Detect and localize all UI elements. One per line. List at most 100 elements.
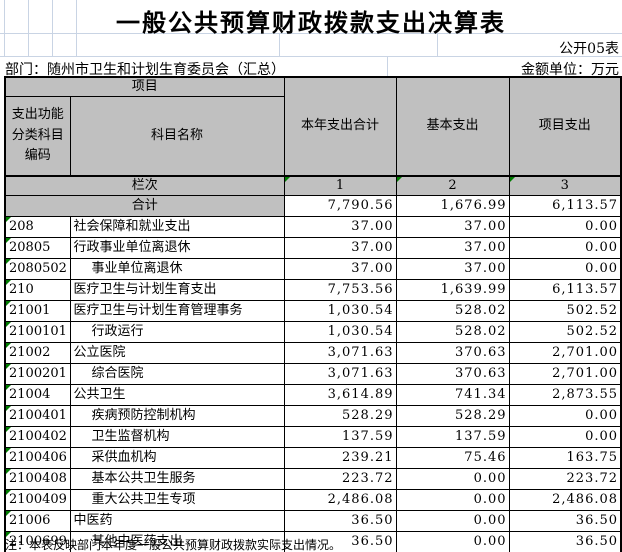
subject-code-cell[interactable]: 2100406 bbox=[4, 447, 71, 469]
project-expenditure-cell[interactable]: 0.00 bbox=[508, 216, 622, 238]
subject-name-cell[interactable]: 疾病预防控制机构 bbox=[69, 405, 285, 427]
subject-code-cell[interactable]: 21001 bbox=[4, 300, 71, 322]
total-expenditure-cell[interactable]: 36.50 bbox=[283, 510, 397, 532]
subject-name-cell[interactable]: 重大公共卫生专项 bbox=[69, 489, 285, 511]
project-expenditure-cell[interactable]: 2,701.00 bbox=[508, 342, 622, 364]
subject-code-cell[interactable]: 2100201 bbox=[4, 363, 71, 385]
basic-expenditure-cell[interactable]: 528.02 bbox=[395, 321, 510, 343]
total-expenditure-cell[interactable]: 3,071.63 bbox=[283, 342, 397, 364]
total-expenditure-cell[interactable]: 1,030.54 bbox=[283, 321, 397, 343]
total-expenditure-cell[interactable]: 239.21 bbox=[283, 447, 397, 469]
subject-name-cell[interactable]: 综合医院 bbox=[69, 363, 285, 385]
function-code-header[interactable]: 支出功能分类科目编码 bbox=[4, 96, 71, 177]
column-index-1-cell[interactable]: 1 bbox=[283, 175, 397, 196]
basic-expenditure-cell[interactable]: 0.00 bbox=[395, 531, 510, 552]
basic-expenditure-cell[interactable]: 37.00 bbox=[395, 237, 510, 259]
basic-expenditure-total-cell[interactable]: 1,676.99 bbox=[395, 195, 510, 217]
subject-code-cell[interactable]: 2100401 bbox=[4, 405, 71, 427]
project-expenditure-total-cell[interactable]: 6,113.57 bbox=[508, 195, 622, 217]
subject-name-cell[interactable]: 事业单位离退休 bbox=[69, 258, 285, 280]
project-expenditure-header[interactable]: 项目支出 bbox=[508, 76, 622, 177]
table-number-label[interactable]: 公开05表 bbox=[559, 41, 619, 57]
project-expenditure-cell[interactable]: 0.00 bbox=[508, 405, 622, 427]
basic-expenditure-cell[interactable]: 528.29 bbox=[395, 405, 510, 427]
subject-code-cell[interactable]: 21006 bbox=[4, 510, 71, 532]
project-expenditure-cell[interactable]: 502.52 bbox=[508, 321, 622, 343]
project-expenditure-cell[interactable]: 0.00 bbox=[508, 258, 622, 280]
subject-name-cell[interactable]: 公立医院 bbox=[69, 342, 285, 364]
total-expenditure-cell[interactable]: 3,071.63 bbox=[283, 363, 397, 385]
project-header-cell[interactable]: 项目 bbox=[4, 76, 285, 97]
total-expenditure-cell[interactable]: 2,486.08 bbox=[283, 489, 397, 511]
subject-name-cell[interactable]: 医疗卫生与计划生育支出 bbox=[69, 279, 285, 301]
total-label-cell[interactable]: 合计 bbox=[4, 195, 285, 217]
basic-expenditure-cell[interactable]: 75.46 bbox=[395, 447, 510, 469]
project-expenditure-cell[interactable]: 2,873.55 bbox=[508, 384, 622, 406]
basic-expenditure-cell[interactable]: 370.63 bbox=[395, 363, 510, 385]
total-expenditure-cell[interactable]: 137.59 bbox=[283, 426, 397, 448]
basic-expenditure-header[interactable]: 基本支出 bbox=[395, 76, 510, 177]
subject-name-cell[interactable]: 中医药 bbox=[69, 510, 285, 532]
subject-code-cell[interactable]: 21002 bbox=[4, 342, 71, 364]
subject-code-cell[interactable]: 2100409 bbox=[4, 489, 71, 511]
column-index-3-cell[interactable]: 3 bbox=[508, 175, 622, 196]
total-expenditure-cell[interactable]: 36.50 bbox=[283, 531, 397, 552]
subject-code-cell[interactable]: 2100101 bbox=[4, 321, 71, 343]
subject-code: 21002 bbox=[9, 344, 51, 360]
page-title[interactable]: 一般公共预算财政拨款支出决算表 bbox=[116, 8, 506, 37]
total-expenditure-cell[interactable]: 223.72 bbox=[283, 468, 397, 490]
subject-code-cell[interactable]: 2100699 bbox=[4, 531, 71, 552]
column-index-2-cell[interactable]: 2 bbox=[395, 175, 510, 196]
subject-name-cell[interactable]: 行政运行 bbox=[69, 321, 285, 343]
basic-expenditure-cell[interactable]: 37.00 bbox=[395, 216, 510, 238]
basic-expenditure-cell[interactable]: 0.00 bbox=[395, 468, 510, 490]
unit-label[interactable]: 金额单位：万元 bbox=[521, 62, 619, 78]
subject-name-cell[interactable]: 社会保障和就业支出 bbox=[69, 216, 285, 238]
cell-error-triangle-icon bbox=[6, 427, 11, 432]
subject-name-cell[interactable]: 采供血机构 bbox=[69, 447, 285, 469]
subject-name-cell[interactable]: 卫生监督机构 bbox=[69, 426, 285, 448]
basic-expenditure-cell[interactable]: 137.59 bbox=[395, 426, 510, 448]
project-expenditure-cell[interactable]: 2,486.08 bbox=[508, 489, 622, 511]
subject-code-cell[interactable]: 208 bbox=[4, 216, 71, 238]
total-expenditure-cell[interactable]: 37.00 bbox=[283, 237, 397, 259]
subject-name-cell[interactable]: 医疗卫生与计划生育管理事务 bbox=[69, 300, 285, 322]
subject-code-cell[interactable]: 21004 bbox=[4, 384, 71, 406]
project-expenditure-cell[interactable]: 0.00 bbox=[508, 426, 622, 448]
project-expenditure-cell[interactable]: 163.75 bbox=[508, 447, 622, 469]
subject-code-cell[interactable]: 20805 bbox=[4, 237, 71, 259]
basic-expenditure-cell[interactable]: 0.00 bbox=[395, 510, 510, 532]
total-expenditure-cell[interactable]: 37.00 bbox=[283, 258, 397, 280]
basic-expenditure-cell[interactable]: 741.34 bbox=[395, 384, 510, 406]
total-expenditure-cell[interactable]: 3,614.89 bbox=[283, 384, 397, 406]
subject-code-cell[interactable]: 2100408 bbox=[4, 468, 71, 490]
basic-expenditure-cell[interactable]: 528.02 bbox=[395, 300, 510, 322]
project-expenditure-cell[interactable]: 6,113.57 bbox=[508, 279, 622, 301]
total-expenditure-header[interactable]: 本年支出合计 bbox=[283, 76, 397, 177]
subject-name-cell[interactable]: 其他中医药支出 bbox=[69, 531, 285, 552]
project-expenditure-cell[interactable]: 502.52 bbox=[508, 300, 622, 322]
basic-expenditure-cell[interactable]: 370.63 bbox=[395, 342, 510, 364]
basic-expenditure-cell[interactable]: 0.00 bbox=[395, 489, 510, 511]
basic-expenditure-cell[interactable]: 1,639.99 bbox=[395, 279, 510, 301]
total-expenditure-cell[interactable]: 37.00 bbox=[283, 216, 397, 238]
total-expenditure-total-cell[interactable]: 7,790.56 bbox=[283, 195, 397, 217]
subject-code-cell[interactable]: 210 bbox=[4, 279, 71, 301]
column-index-label-cell[interactable]: 栏次 bbox=[4, 175, 285, 196]
total-expenditure-cell[interactable]: 1,030.54 bbox=[283, 300, 397, 322]
project-expenditure-cell[interactable]: 223.72 bbox=[508, 468, 622, 490]
department-label[interactable]: 部门：随州市卫生和计划生育委员会（汇总） bbox=[5, 62, 285, 78]
project-expenditure-cell[interactable]: 36.50 bbox=[508, 510, 622, 532]
project-expenditure-cell[interactable]: 0.00 bbox=[508, 237, 622, 259]
total-expenditure-cell[interactable]: 528.29 bbox=[283, 405, 397, 427]
basic-expenditure-cell[interactable]: 37.00 bbox=[395, 258, 510, 280]
subject-name-cell[interactable]: 行政事业单位离退休 bbox=[69, 237, 285, 259]
project-expenditure-cell[interactable]: 36.50 bbox=[508, 531, 622, 552]
project-expenditure-cell[interactable]: 2,701.00 bbox=[508, 363, 622, 385]
total-expenditure-cell[interactable]: 7,753.56 bbox=[283, 279, 397, 301]
subject-name-cell[interactable]: 公共卫生 bbox=[69, 384, 285, 406]
subject-name-header[interactable]: 科目名称 bbox=[69, 96, 285, 177]
subject-code-cell[interactable]: 2100402 bbox=[4, 426, 71, 448]
subject-name-cell[interactable]: 基本公共卫生服务 bbox=[69, 468, 285, 490]
subject-code-cell[interactable]: 2080502 bbox=[4, 258, 71, 280]
